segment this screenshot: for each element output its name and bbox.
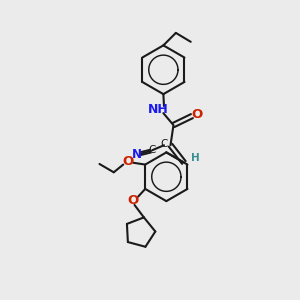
Text: O: O xyxy=(122,155,134,168)
Text: C: C xyxy=(148,145,156,155)
Text: O: O xyxy=(191,108,202,121)
Text: O: O xyxy=(128,194,139,207)
Text: C: C xyxy=(160,139,168,149)
Text: NH: NH xyxy=(148,103,168,116)
Text: N: N xyxy=(132,148,142,161)
Text: H: H xyxy=(191,153,200,163)
